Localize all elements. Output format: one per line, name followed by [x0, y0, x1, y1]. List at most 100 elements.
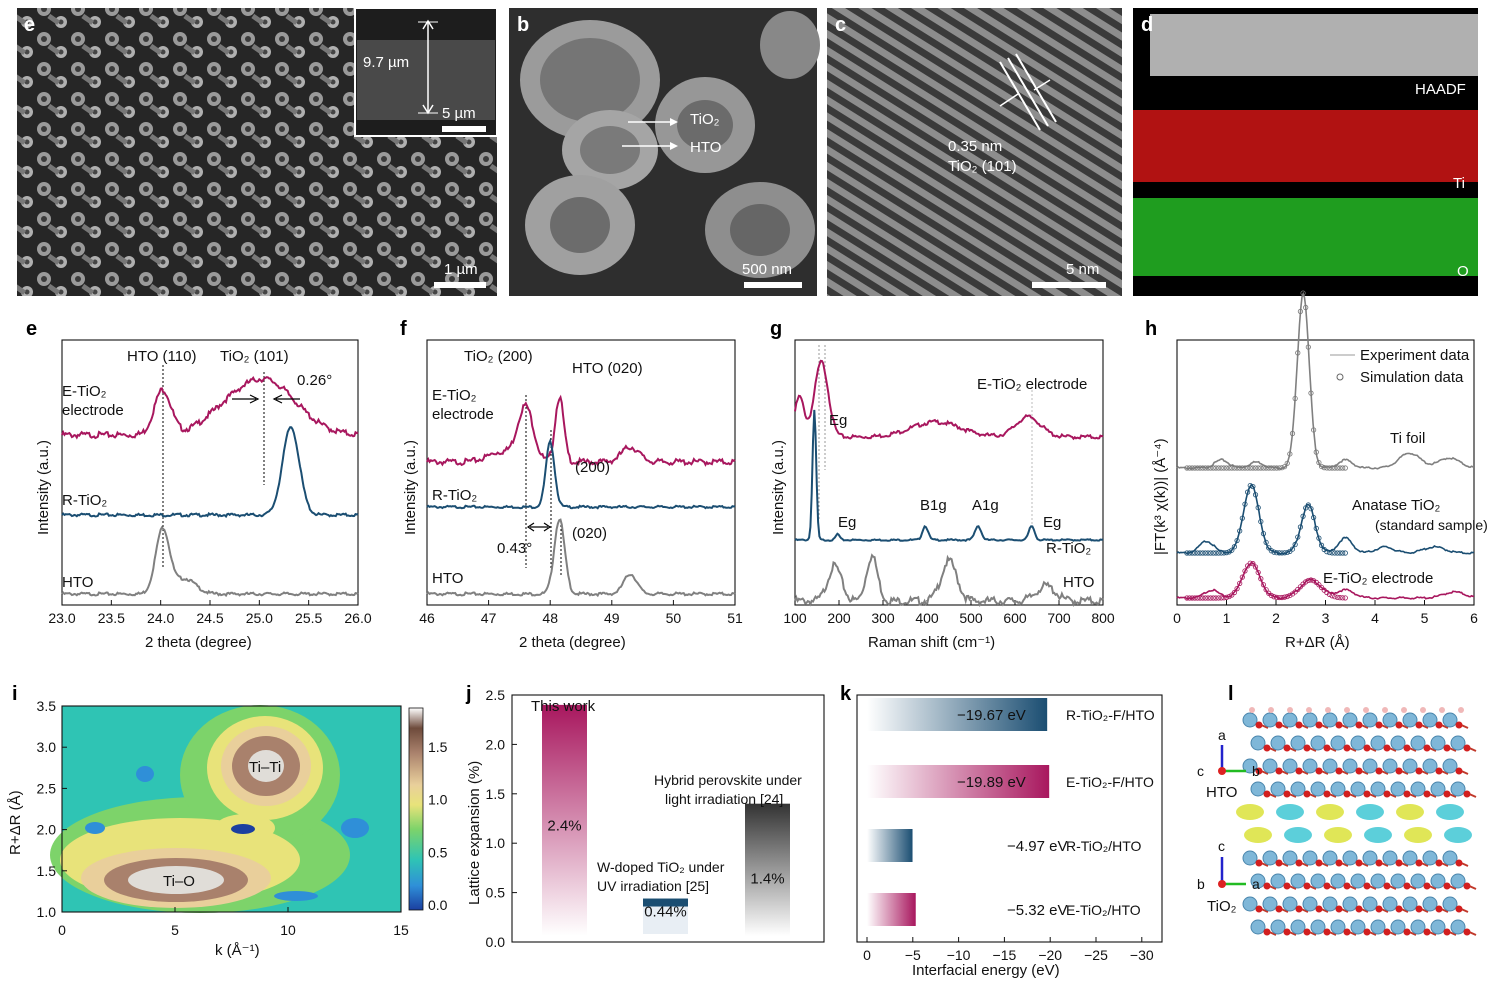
x-tick-label: 300 — [871, 610, 895, 626]
ti-atom — [1450, 873, 1466, 889]
ti-atom — [1250, 873, 1266, 889]
x-tick-label: 26.0 — [344, 610, 371, 626]
ti-atom — [1262, 896, 1278, 912]
series-hto — [794, 553, 1104, 608]
sim-point — [1218, 595, 1224, 601]
ti-atom — [1390, 781, 1406, 797]
x-axis-label: 2 theta (degree) — [145, 634, 252, 651]
bar — [867, 698, 1048, 731]
bar — [867, 893, 916, 926]
sim-point — [1326, 465, 1333, 471]
sim-point — [1250, 465, 1256, 471]
ti-atom — [1430, 919, 1446, 935]
h-atom — [1382, 707, 1388, 713]
ti-atom — [1422, 850, 1438, 866]
sim-point — [1255, 569, 1261, 576]
sim-point — [1313, 525, 1319, 531]
bar-value-label: 0.44% — [644, 904, 687, 921]
sim-point — [1342, 465, 1348, 471]
ti-atom — [1282, 712, 1298, 728]
sim-point — [1252, 492, 1259, 498]
series-label: E-TiO₂ electrode — [1323, 570, 1433, 587]
ti-atom — [1382, 850, 1398, 866]
o-atom — [1355, 905, 1363, 913]
sim-point — [1316, 582, 1322, 588]
bar-value-label: −19.67 eV — [957, 707, 1026, 724]
plane-label: TiO₂ (101) — [948, 158, 1017, 175]
o-atom — [1363, 882, 1371, 890]
scale-label: 1 µm — [444, 261, 478, 278]
o-atom — [1263, 790, 1271, 798]
o-atom — [1403, 744, 1411, 752]
sim-point — [1192, 465, 1198, 471]
sim-point — [1247, 560, 1253, 566]
colorbar-ticks: 0.0 0.5 1.0 1.5 — [428, 739, 448, 913]
sim-point — [1260, 582, 1267, 588]
bars: 2.4% 0.44% 1.4% — [542, 704, 790, 936]
bar-value-label: −4.97 eV — [1007, 838, 1067, 855]
sim-point — [1231, 465, 1238, 471]
charge-lobe — [1444, 827, 1472, 843]
sim-point — [1205, 550, 1211, 556]
y-tick-label: 1.0 — [37, 904, 57, 920]
sim-point — [1284, 460, 1290, 466]
panel-b: TiO₂ HTO b 500 nm — [509, 8, 820, 296]
haadf-band — [1150, 14, 1478, 76]
x-tick-label: 0 — [1173, 610, 1181, 626]
plot-frame — [511, 694, 825, 943]
bar-fade — [643, 906, 688, 934]
bar-value-label: −5.32 eV — [1007, 902, 1067, 919]
h-atom — [1363, 707, 1369, 713]
sim-point — [1276, 465, 1282, 471]
series-label: R-TiO₂ — [1046, 540, 1091, 557]
x-tick-label: 50 — [666, 610, 682, 626]
series-e-tio2 — [426, 394, 736, 468]
ti-atom — [1370, 873, 1386, 889]
x-tick-label: 4 — [1371, 610, 1379, 626]
sim-point — [1287, 451, 1293, 457]
y-ticks: 0.0 0.5 1.0 1.5 2.0 2.5 — [486, 687, 517, 950]
y-tick-label: 2.5 — [37, 780, 57, 796]
annotation: TiO₂ (101) — [220, 348, 289, 365]
ti-atom — [1390, 735, 1406, 751]
h-atom — [1306, 707, 1312, 713]
sim-point — [1189, 550, 1195, 556]
o-atom — [1303, 928, 1311, 936]
o-atom — [1295, 767, 1303, 775]
charge-lobe — [1244, 827, 1272, 843]
series-hto — [61, 525, 359, 598]
x-axis-label: 2 theta (degree) — [519, 634, 626, 651]
sim-point — [1197, 550, 1203, 556]
x-tick-label: 800 — [1091, 610, 1115, 626]
sim-point — [1231, 589, 1238, 596]
o-atom — [1355, 721, 1363, 729]
x-tick-label: 51 — [727, 610, 743, 626]
o-atom — [1455, 721, 1463, 729]
sim-point — [1281, 464, 1288, 470]
y-tick-label: 3.5 — [37, 698, 57, 714]
ti-atom — [1242, 758, 1258, 774]
sim-point — [1295, 534, 1301, 540]
sim-point — [1334, 594, 1340, 600]
sim-point — [1300, 513, 1306, 519]
sim-point — [1281, 594, 1288, 600]
ti-atom — [1310, 873, 1326, 889]
sim-point — [1279, 594, 1285, 601]
sim-point — [1329, 550, 1335, 556]
bar — [745, 803, 790, 936]
o-atom — [1383, 882, 1391, 890]
sim-point — [1213, 595, 1219, 601]
series-label: E-TiO₂ — [62, 383, 107, 400]
o-atom — [1255, 767, 1263, 775]
ti-atom — [1310, 735, 1326, 751]
legend-marker — [1336, 373, 1344, 381]
colorbar-tick-label: 0.5 — [428, 844, 448, 860]
panel-letter: g — [770, 318, 782, 340]
ti-atom — [1302, 712, 1318, 728]
sim-point — [1308, 506, 1314, 512]
category-label: E-TiO₂/HTO — [1066, 902, 1141, 918]
series-r-tio2 — [61, 426, 359, 519]
sim-point — [1247, 465, 1253, 471]
ti-atom — [1442, 850, 1458, 866]
o-atom — [1263, 928, 1271, 936]
